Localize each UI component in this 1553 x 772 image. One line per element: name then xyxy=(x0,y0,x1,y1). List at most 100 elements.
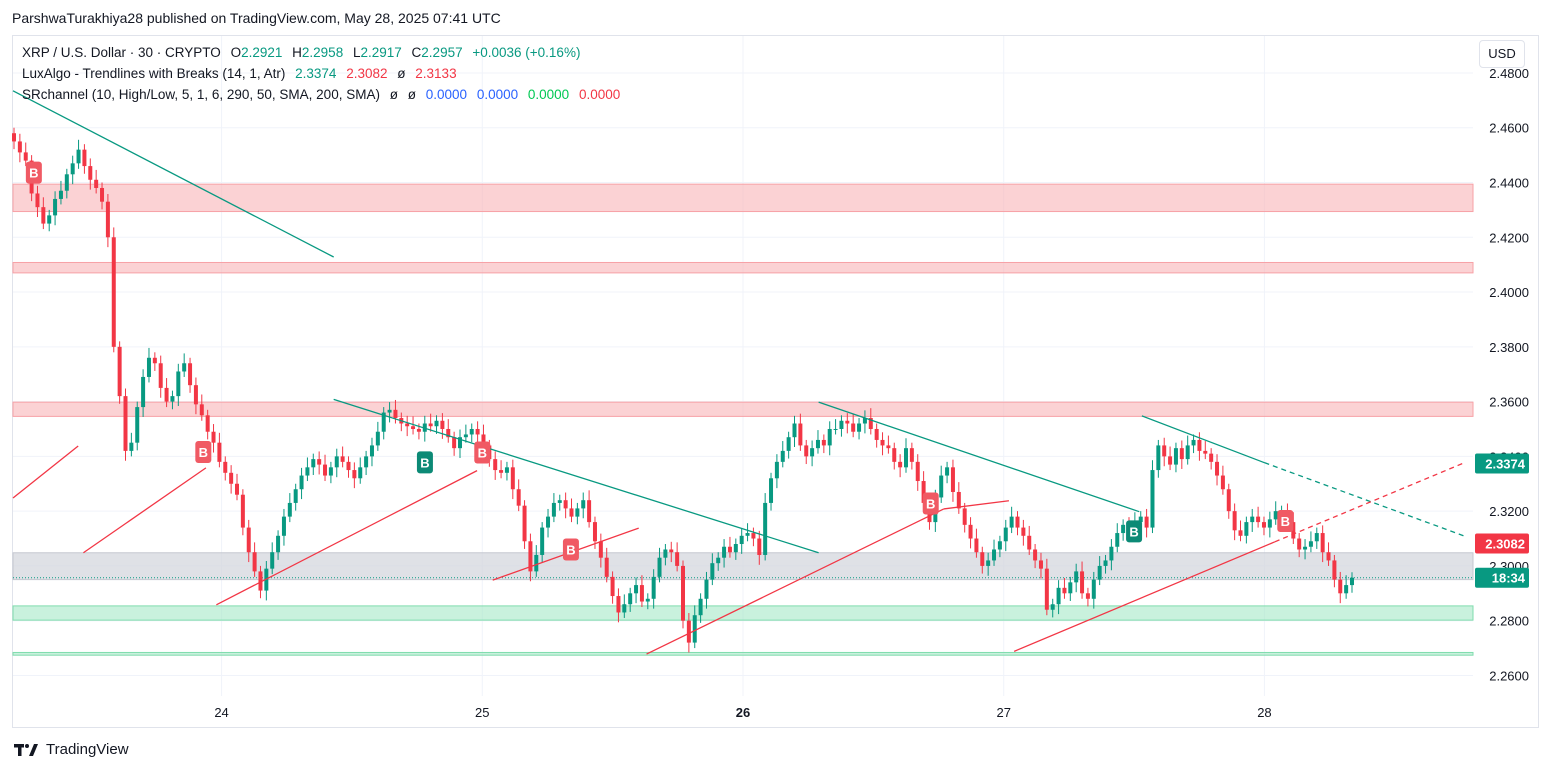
legend-change: +0.0036 (+0.16%) xyxy=(472,45,581,60)
candle-body xyxy=(469,428,474,435)
candle-body xyxy=(475,428,480,435)
legend-indicator-trendlines[interactable]: LuxAlgo - Trendlines with Breaks (14, 1,… xyxy=(22,66,463,81)
candle-body xyxy=(64,174,69,191)
candle-body xyxy=(945,467,950,476)
candle-body xyxy=(1261,522,1266,528)
trendline-support xyxy=(646,508,945,655)
legend-symbol-row[interactable]: XRP / U.S. Dollar · 30 · CRYPTO O2.2921 … xyxy=(22,45,586,60)
candle-body xyxy=(1338,579,1343,594)
y-axis-tick-label: 2.4800 xyxy=(1489,66,1529,81)
candle-body xyxy=(1197,439,1202,451)
break-marker-label: B xyxy=(566,542,575,557)
candle-body xyxy=(493,459,498,471)
candle-body xyxy=(458,437,462,449)
legend-close-label: C xyxy=(411,45,422,60)
candle-body xyxy=(821,439,826,446)
indicator-srchannel-symbol-2: ø xyxy=(407,87,416,102)
currency-button[interactable]: USD xyxy=(1479,40,1525,68)
candle-body xyxy=(240,494,245,528)
trendline-resistance xyxy=(1141,415,1265,464)
candle-body xyxy=(563,500,568,509)
break-marker-label: B xyxy=(199,445,208,460)
candle-body xyxy=(1091,579,1096,599)
candle-body xyxy=(117,346,122,397)
candle-body xyxy=(252,552,257,572)
candle-body xyxy=(281,516,286,536)
candle-body xyxy=(804,445,809,457)
candle-body xyxy=(980,552,985,566)
candle-body xyxy=(663,549,668,558)
candle-body xyxy=(992,549,997,561)
candle-body xyxy=(369,445,374,457)
break-marker-sell xyxy=(922,492,939,515)
break-marker-label: B xyxy=(926,496,935,511)
candle-body xyxy=(141,376,146,408)
candle-body xyxy=(827,428,832,446)
y-axis-tick-label: 2.3600 xyxy=(1489,395,1529,410)
candle-body xyxy=(481,434,486,446)
candle-body xyxy=(604,557,609,577)
candle-body xyxy=(540,527,545,555)
candle-body xyxy=(757,538,762,555)
x-axis-tick-label: 27 xyxy=(996,705,1010,720)
candle-body xyxy=(1297,538,1302,550)
candle-body xyxy=(681,565,685,621)
candle-body xyxy=(1074,571,1079,583)
candle-body xyxy=(898,461,903,468)
candle-body xyxy=(1080,571,1085,594)
break-marker-sell xyxy=(474,441,491,464)
candle-body xyxy=(956,491,961,509)
trendline-resistance xyxy=(12,90,334,258)
axis-price-label-bg xyxy=(1475,567,1529,588)
candle-body xyxy=(904,448,908,468)
trendline-resistance xyxy=(333,398,819,554)
candle-body xyxy=(1121,524,1126,534)
candle-body xyxy=(182,363,187,372)
candle-body xyxy=(88,166,93,180)
candle-body xyxy=(634,585,639,594)
candle-body xyxy=(592,522,597,542)
candle-body xyxy=(886,445,891,449)
candle-body xyxy=(1256,516,1261,523)
candle-body xyxy=(346,461,351,471)
candle-body xyxy=(710,563,715,580)
candle-body xyxy=(528,541,533,572)
indicator-srchannel-value-2: 0.0000 xyxy=(476,87,519,102)
candle-body xyxy=(962,508,967,525)
candle-body xyxy=(968,524,973,539)
candle-body xyxy=(1250,516,1255,523)
publisher-attribution: ParshwaTurakhiya28 published on TradingV… xyxy=(12,10,501,26)
candle-body xyxy=(47,215,52,224)
candle-body xyxy=(598,541,603,558)
legend-indicator-srchannel[interactable]: SRchannel (10, High/Low, 5, 1, 6, 290, 5… xyxy=(22,87,626,102)
candle-body xyxy=(53,198,58,216)
candle-body xyxy=(581,500,586,509)
candle-body xyxy=(786,437,791,451)
indicator-trendlines-value-3: 2.3133 xyxy=(415,66,457,81)
candle-body xyxy=(1179,448,1184,460)
candle-body xyxy=(1138,516,1143,523)
footer-brand[interactable]: TradingView xyxy=(14,741,129,758)
trendline-support xyxy=(943,500,1010,510)
legend-low-label: L xyxy=(352,45,361,60)
candle-body xyxy=(1344,585,1349,594)
candle-body xyxy=(1326,552,1331,561)
candle-body xyxy=(217,442,222,462)
candle-body xyxy=(845,420,850,424)
candle-body xyxy=(727,546,732,553)
candle-body xyxy=(774,461,779,479)
candle-body xyxy=(100,187,105,202)
trendline-support xyxy=(83,467,207,554)
candle-body xyxy=(70,163,75,175)
candle-body xyxy=(23,152,28,161)
candle-body xyxy=(270,552,275,569)
candle-body xyxy=(868,418,873,429)
legend-low-value: 2.2917 xyxy=(360,45,402,60)
candle-body xyxy=(575,508,580,517)
candle-body xyxy=(792,423,797,438)
sr-zone-resistance xyxy=(12,183,1474,213)
candle-body xyxy=(287,502,292,517)
x-axis-tick-label: 25 xyxy=(475,705,489,720)
break-marker-label: B xyxy=(1281,514,1290,529)
